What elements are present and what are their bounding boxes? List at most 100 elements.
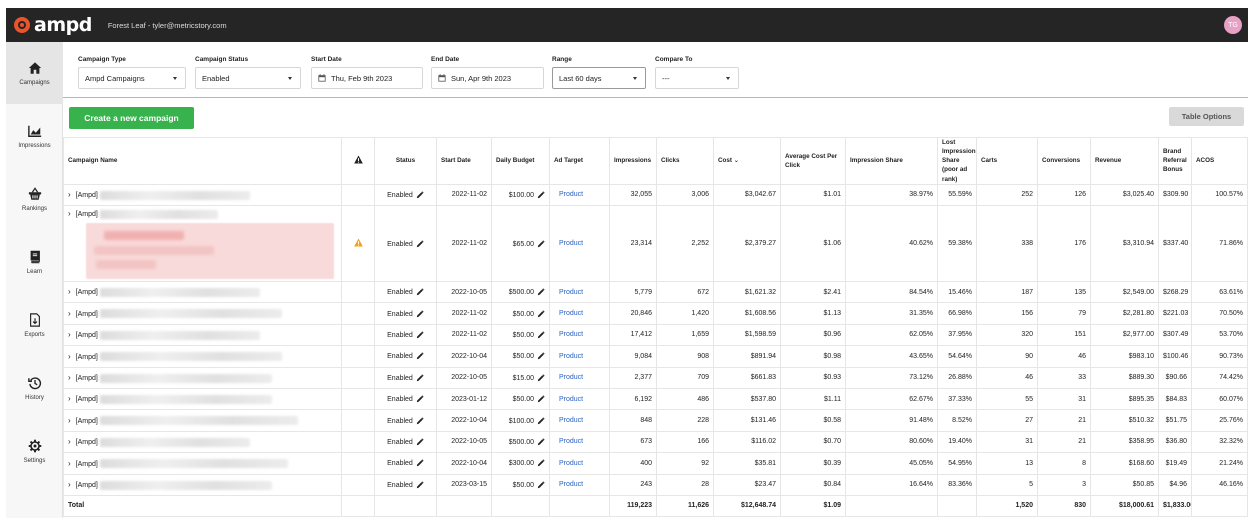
daily-budget-cell[interactable]: $15.00 (491, 366, 550, 389)
col-lost-impression-share[interactable]: Lost Impression Share (poor ad rank) (937, 137, 977, 185)
ampd-logo[interactable]: ampd (14, 14, 92, 36)
table-row[interactable]: › [Ampd] Enabled 2022-10-05 $15.00 Product 2,… (63, 366, 1248, 389)
ad-target-link[interactable]: Product (559, 374, 584, 382)
col-brand-referral-bonus[interactable]: Brand Referral Bonus (1158, 137, 1192, 185)
ad-target-link[interactable]: Product (559, 288, 584, 296)
sidebar-item-learn[interactable]: Learn (6, 231, 63, 293)
campaign-name-cell[interactable]: › [Ampd] (63, 281, 342, 304)
table-options-button[interactable]: Table Options (1169, 107, 1244, 126)
col-conversions[interactable]: Conversions (1037, 137, 1091, 185)
campaign-name-cell[interactable]: › [Ampd] (63, 366, 342, 389)
campaign-name-cell[interactable]: › [Ampd] (63, 205, 342, 283)
pencil-icon[interactable] (416, 331, 424, 339)
ad-target-link[interactable]: Product (559, 438, 584, 446)
daily-budget-cell[interactable]: $50.00 (491, 302, 550, 325)
pencil-icon[interactable] (537, 481, 545, 489)
ad-target-link[interactable]: Product (559, 310, 584, 318)
campaign-name-cell[interactable]: › [Ampd] (63, 302, 342, 325)
sidebar-item-exports[interactable]: Exports (6, 294, 63, 356)
col-daily-budget[interactable]: Daily Budget (491, 137, 550, 185)
col-start-date[interactable]: Start Date (436, 137, 492, 185)
pencil-icon[interactable] (416, 416, 424, 425)
sidebar-item-impressions[interactable]: Impressions (6, 105, 63, 167)
status-cell[interactable]: Enabled (374, 430, 437, 454)
pencil-icon[interactable] (416, 374, 424, 382)
pencil-icon[interactable] (537, 239, 545, 248)
status-cell[interactable]: Enabled (374, 345, 437, 368)
pencil-icon[interactable] (537, 191, 545, 199)
col-revenue[interactable]: Revenue (1090, 137, 1159, 185)
ad-target-link[interactable]: Product (559, 395, 584, 403)
table-row[interactable]: › [Ampd] Enabled 2022-10-04 $300.00 Product 4… (63, 452, 1248, 475)
col-impression-share[interactable]: Impression Share (845, 137, 938, 185)
status-cell[interactable]: Enabled (374, 452, 437, 475)
status-cell[interactable]: Enabled (374, 183, 437, 207)
table-row[interactable]: › [Ampd] Enabled 2022-11-02 $50.00 Product 20… (63, 302, 1248, 325)
campaign-name-cell[interactable]: › [Ampd] (63, 430, 342, 454)
ad-target-link[interactable]: Product (559, 481, 584, 489)
pencil-icon[interactable] (537, 309, 545, 318)
avatar[interactable]: TG (1224, 16, 1242, 34)
chevron-right-icon[interactable]: › (68, 437, 71, 447)
table-row[interactable]: › [Ampd] Enabled 2022-11-02 $100.00 Product 3… (63, 183, 1248, 207)
campaign-status-select[interactable]: Enabled (195, 67, 301, 89)
sidebar-item-campaigns[interactable]: Campaigns (6, 42, 63, 104)
campaign-name-cell[interactable]: › [Ampd] (63, 387, 342, 411)
ad-target-link[interactable]: Product (559, 240, 584, 248)
col-avg-cpc[interactable]: Average Cost Per Click (780, 137, 846, 185)
pencil-icon[interactable] (416, 438, 424, 446)
table-row[interactable]: › [Ampd] Enabled 2022-10-05 $500.00 Product 6… (63, 430, 1248, 454)
chevron-right-icon[interactable]: › (68, 308, 71, 318)
campaign-name-cell[interactable]: › [Ampd] (63, 473, 342, 496)
sidebar-item-settings[interactable]: Settings (6, 420, 63, 482)
pencil-icon[interactable] (537, 374, 545, 382)
col-cost[interactable]: Cost ⌄ (713, 137, 781, 185)
status-cell[interactable]: Enabled (374, 302, 437, 325)
pencil-icon[interactable] (537, 438, 545, 446)
chevron-right-icon[interactable]: › (68, 479, 71, 489)
campaign-name-cell[interactable]: › [Ampd] (63, 452, 342, 475)
daily-budget-cell[interactable]: $50.00 (491, 345, 550, 368)
status-cell[interactable]: Enabled (374, 281, 437, 304)
col-acos[interactable]: ACOS (1191, 137, 1248, 185)
chevron-right-icon[interactable]: › (68, 209, 71, 219)
table-row[interactable]: › [Ampd] Enabled 2022-11-02 $65.00 Product 23… (63, 205, 1248, 283)
chevron-right-icon[interactable]: › (68, 372, 71, 382)
chevron-right-icon[interactable]: › (68, 351, 71, 361)
end-date-input[interactable]: Sun, Apr 9th 2023 (431, 67, 544, 89)
campaign-name-cell[interactable]: › [Ampd] (63, 323, 342, 347)
warning-icon[interactable] (353, 238, 363, 247)
daily-budget-cell[interactable]: $300.00 (491, 452, 550, 475)
table-row[interactable]: › [Ampd] Enabled 2022-10-04 $50.00 Product 9,… (63, 345, 1248, 368)
pencil-icon[interactable] (416, 395, 424, 403)
col-status[interactable]: Status (374, 137, 437, 185)
col-warning[interactable] (341, 137, 375, 185)
pencil-icon[interactable] (537, 288, 545, 296)
sidebar-item-history[interactable]: History (6, 357, 63, 419)
table-row[interactable]: › [Ampd] Enabled 2022-10-05 $500.00 Product 5… (63, 281, 1248, 304)
pencil-icon[interactable] (416, 191, 424, 199)
ad-target-link[interactable]: Product (559, 352, 584, 360)
daily-budget-cell[interactable]: $100.00 (491, 183, 550, 207)
chevron-right-icon[interactable]: › (68, 415, 71, 425)
pencil-icon[interactable] (537, 331, 545, 339)
pencil-icon[interactable] (416, 239, 424, 248)
pencil-icon[interactable] (537, 395, 545, 403)
chevron-right-icon[interactable]: › (68, 458, 71, 468)
daily-budget-cell[interactable]: $500.00 (491, 430, 550, 454)
table-row[interactable]: › [Ampd] Enabled 2023-01-12 $50.00 Product 6,… (63, 387, 1248, 411)
create-campaign-button[interactable]: Create a new campaign (69, 107, 194, 129)
col-ad-target[interactable]: Ad Target (549, 137, 610, 185)
pencil-icon[interactable] (416, 288, 424, 296)
pencil-icon[interactable] (416, 309, 424, 318)
ad-target-link[interactable]: Product (559, 417, 584, 425)
compare-to-select[interactable]: --- (655, 67, 739, 89)
daily-budget-cell[interactable]: $65.00 (491, 205, 550, 283)
chevron-right-icon[interactable]: › (68, 189, 71, 199)
daily-budget-cell[interactable]: $50.00 (491, 323, 550, 347)
col-campaign-name[interactable]: Campaign Name (63, 137, 342, 185)
status-cell[interactable]: Enabled (374, 323, 437, 347)
ad-target-link[interactable]: Product (559, 331, 584, 339)
range-select[interactable]: Last 60 days (552, 67, 646, 89)
status-cell[interactable]: Enabled (374, 387, 437, 411)
